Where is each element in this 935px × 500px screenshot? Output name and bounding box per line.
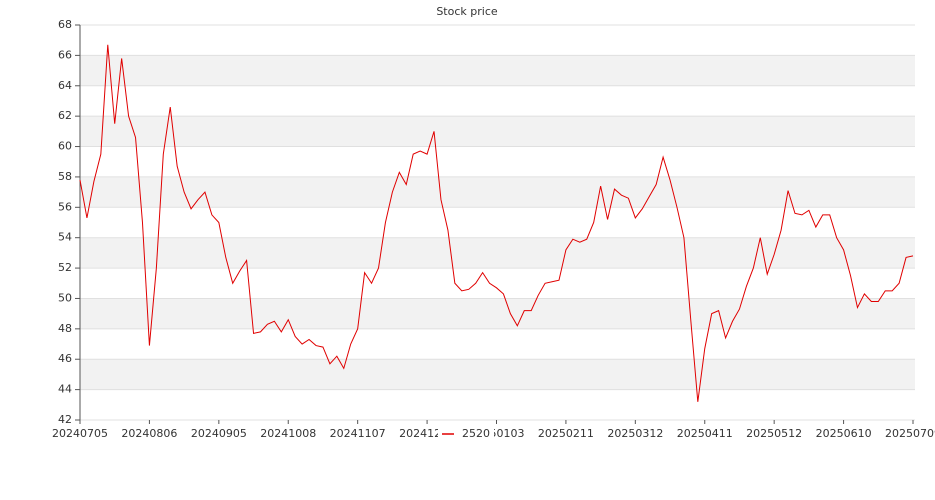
x-tick-label: 20250610	[816, 427, 872, 440]
x-tick-label: 20250709	[885, 427, 935, 440]
x-tick-label: 20250312	[607, 427, 663, 440]
y-tick-label: 60	[58, 140, 72, 153]
x-tick-label: 20241008	[260, 427, 316, 440]
y-tick-label: 52	[58, 261, 72, 274]
y-tick-label: 58	[58, 170, 72, 183]
chart-title: Stock price	[436, 5, 498, 18]
grid-band	[80, 237, 915, 269]
grid-band	[80, 176, 915, 208]
legend-bg	[438, 425, 494, 443]
x-tick-label: 20250211	[538, 427, 594, 440]
grid-band	[80, 298, 915, 329]
price-line	[79, 44, 914, 402]
grid-band	[80, 116, 915, 147]
x-tick-label: 20240806	[121, 427, 177, 440]
x-tick-label: 20240905	[191, 427, 247, 440]
y-tick-label: 48	[58, 322, 72, 335]
y-tick-label: 66	[58, 48, 72, 61]
y-tick-label: 46	[58, 352, 72, 365]
x-tick-label: 20250411	[677, 427, 733, 440]
y-tick-label: 64	[58, 79, 72, 92]
y-tick-label: 42	[58, 413, 72, 426]
y-tick-label: 62	[58, 109, 72, 122]
x-tick-label: 20250512	[746, 427, 802, 440]
y-tick-label: 50	[58, 291, 72, 304]
y-tick-label: 44	[58, 383, 72, 396]
y-tick-label: 54	[58, 231, 72, 244]
grid-band	[80, 359, 915, 390]
x-tick-label: 20241107	[330, 427, 386, 440]
grid-band	[80, 55, 915, 86]
y-tick-label: 56	[58, 200, 72, 213]
x-tick-label: 20240705	[52, 427, 108, 440]
y-tick-label: 68	[58, 18, 72, 31]
legend-label: 2520	[462, 427, 490, 440]
